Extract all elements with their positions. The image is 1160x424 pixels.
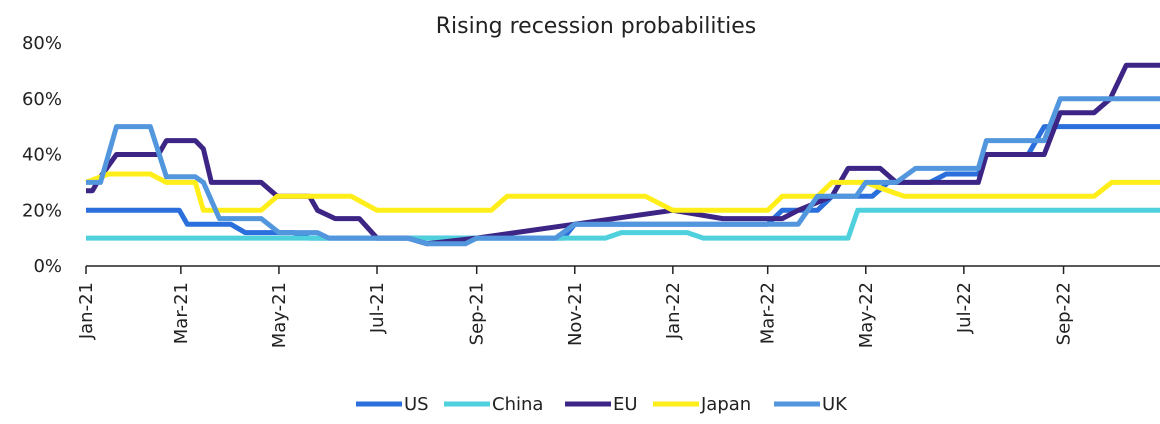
x-tick-label: Nov-21 [565, 282, 586, 346]
x-tick-label: Mar-22 [758, 282, 779, 344]
y-tick-label: 40% [22, 145, 62, 166]
x-tick-label: Sep-21 [467, 282, 488, 345]
legend-label-china: China [492, 394, 543, 415]
series-line-japan [85, 171, 1160, 213]
series-lines [85, 62, 1160, 247]
x-tick-label: Jan-22 [663, 282, 684, 340]
legend-label-uk: UK [822, 394, 848, 415]
x-tick-label: May-22 [856, 282, 877, 348]
x-tick-label: Jul-21 [367, 282, 388, 334]
legend-label-us: US [404, 394, 429, 415]
x-tick-label: May-21 [269, 282, 290, 348]
x-tick-label: Jan-21 [76, 282, 97, 340]
x-tick-label: Mar-21 [171, 282, 192, 344]
legend-label-eu: EU [613, 394, 638, 415]
chart-title: Rising recession probabilities [436, 14, 757, 39]
x-tick-label: Sep-22 [1054, 282, 1075, 345]
y-tick-label: 80% [22, 33, 62, 54]
legend-label-japan: Japan [700, 394, 751, 415]
y-axis: 0% 20% 40% 60% 80% [22, 33, 62, 277]
series-line-china [86, 207, 1160, 241]
y-tick-label: 0% [33, 256, 62, 277]
y-tick-label: 20% [22, 200, 62, 221]
x-tick-label: Jul-22 [954, 282, 975, 334]
y-tick-label: 60% [22, 89, 62, 110]
series-line-uk [86, 96, 1160, 247]
x-axis: Jan-21 Mar-21 May-21 Jul-21 Sep-21 Nov-21 Jan-… [76, 265, 1160, 348]
legend: US China EU Japan UK [356, 394, 848, 415]
